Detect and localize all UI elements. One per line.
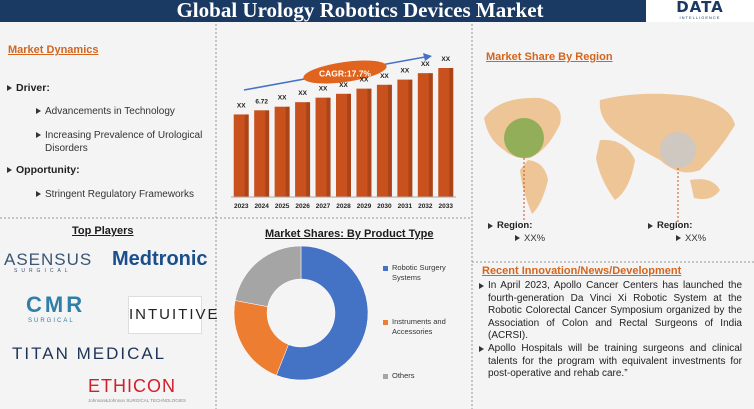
bar xyxy=(356,88,372,197)
pie-slice xyxy=(234,245,302,307)
bar xyxy=(376,84,392,197)
bar xyxy=(336,93,351,197)
pie-slice xyxy=(233,300,289,376)
x-tick-label: 2023 xyxy=(234,203,249,210)
logo-text: DATA xyxy=(676,0,724,16)
player-logo: TITAN MEDICAL xyxy=(12,344,167,363)
value-label: XX xyxy=(360,77,369,84)
region-value: XX% xyxy=(514,233,546,244)
bar-shade xyxy=(387,84,392,197)
bar-shade xyxy=(449,68,454,197)
section-title: Recent Innovation/News/Development xyxy=(482,265,682,277)
value-label: 6.72 xyxy=(255,98,268,105)
logo-sub: INTELLIGENCE xyxy=(679,15,721,20)
chart-title: Market Shares: By Product Type xyxy=(265,228,434,240)
legend-label: Instruments and Accessories xyxy=(392,317,446,336)
driver-label: Driver: xyxy=(7,82,50,94)
bar-shade xyxy=(428,73,433,197)
section-title: Market Dynamics xyxy=(8,44,99,56)
value-label: XX xyxy=(278,95,287,102)
bar xyxy=(295,102,311,197)
bar xyxy=(254,110,270,197)
opportunity-label: Opportunity: xyxy=(7,164,80,176)
player-logo-sub: SURGICAL xyxy=(28,318,75,324)
player-logo: INTUITIVE xyxy=(128,296,218,334)
x-tick-label: 2030 xyxy=(377,203,392,210)
bar xyxy=(397,79,413,197)
value-label: XX xyxy=(339,82,348,89)
arrow-head xyxy=(423,53,432,61)
driver: Advancements in Technology xyxy=(36,105,210,118)
opportunity: Stringent Regulatory Frameworks xyxy=(36,188,210,201)
player-logo: ETHICON xyxy=(88,376,176,396)
bar xyxy=(438,68,454,197)
news-list: In April 2023, Apollo Cancer Centers has… xyxy=(479,280,742,381)
section-title: Top Players xyxy=(72,225,134,237)
value-label: XX xyxy=(380,73,389,80)
bar xyxy=(274,106,290,197)
x-tick-label: 2032 xyxy=(418,203,433,210)
bar-shade xyxy=(265,110,270,197)
player-logo-sub: Johnson&Johnson SURGICAL TECHNOLOGIES xyxy=(88,398,187,403)
cagr-label: CAGR:17.7% xyxy=(319,68,371,78)
x-tick-label: 2029 xyxy=(357,203,372,210)
bar-shade xyxy=(285,106,290,197)
header-bar xyxy=(0,0,754,22)
bar-shade xyxy=(306,102,311,197)
bar-shade xyxy=(408,79,413,197)
legend-label: Others xyxy=(392,371,415,380)
player-logo: ASENSUS xyxy=(4,250,93,269)
legend-swatch xyxy=(383,266,388,271)
pie-slice xyxy=(276,245,369,381)
page-title: Global Urology Robotics Devices Market xyxy=(176,0,544,22)
player-logo: CMR xyxy=(26,292,86,317)
x-tick-label: 2024 xyxy=(254,203,269,210)
value-label: XX xyxy=(298,90,307,97)
legend-swatch xyxy=(383,320,388,325)
value-label: XX xyxy=(319,86,328,93)
region-marker xyxy=(504,118,544,158)
section-title: Market Share By Region xyxy=(486,51,613,63)
region-marker xyxy=(660,132,696,168)
logo: DATA INTELLIGENCE xyxy=(646,0,754,22)
x-tick-label: 2027 xyxy=(316,203,331,210)
pie-chart xyxy=(233,245,388,381)
news-item: Apollo Hospitals will be training surgeo… xyxy=(479,343,742,381)
x-tick-label: 2025 xyxy=(275,203,290,210)
x-tick-label: 2031 xyxy=(398,203,413,210)
bar xyxy=(315,97,331,197)
bar xyxy=(417,73,433,197)
value-label: XX xyxy=(421,61,430,68)
bar-chart: XX 2023 6.72 2024 XX 2025 XX 2026 XX 2027 XX 2028 XX… xyxy=(231,56,456,210)
news-item: In April 2023, Apollo Cancer Centers has… xyxy=(479,280,742,343)
cagr-badge xyxy=(303,60,387,84)
legend-label: Robotic Surgery Systems xyxy=(392,263,446,282)
player-logo-sub: SURGICAL xyxy=(14,268,72,274)
value-label: XX xyxy=(401,68,410,75)
bar xyxy=(233,114,249,197)
x-tick-label: 2028 xyxy=(336,203,351,210)
value-label: XX xyxy=(441,56,450,63)
bar-shade xyxy=(244,114,249,197)
x-tick-label: 2033 xyxy=(439,203,454,210)
region-value: XX% xyxy=(675,233,707,244)
x-tick-label: 2026 xyxy=(295,203,310,210)
legend-swatch xyxy=(383,374,388,379)
region-label: Region: xyxy=(487,220,533,231)
bar-shade xyxy=(347,93,351,197)
region-label: Region: xyxy=(647,220,693,231)
player-logo: Medtronic xyxy=(112,248,208,270)
driver: Increasing Prevalence of Urological Diso… xyxy=(36,129,213,155)
bar-shade xyxy=(326,97,331,197)
value-label: XX xyxy=(237,102,246,109)
bar-shade xyxy=(367,88,372,197)
